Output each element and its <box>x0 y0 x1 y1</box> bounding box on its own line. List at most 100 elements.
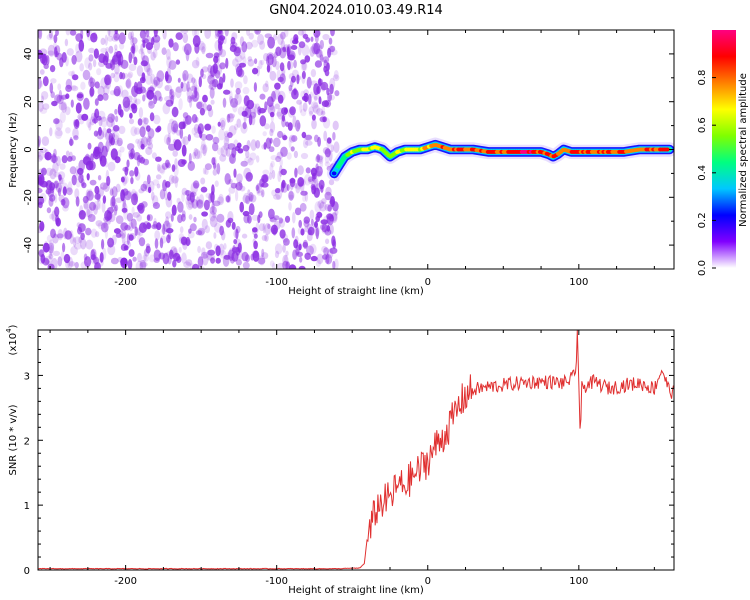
noise-blob <box>88 77 96 88</box>
noise-blob <box>140 183 148 192</box>
noise-blob <box>287 60 291 71</box>
noise-blob <box>115 197 123 203</box>
noise-blob <box>120 222 129 231</box>
noise-blob <box>180 236 188 246</box>
noise-blob <box>283 238 290 246</box>
noise-blob <box>111 36 120 42</box>
noise-blob <box>79 173 84 180</box>
noise-blob <box>274 82 281 90</box>
noise-blob <box>304 252 312 260</box>
noise-blob <box>49 65 56 73</box>
noise-blob <box>66 48 74 56</box>
noise-blob <box>56 94 64 105</box>
noise-blob <box>300 228 305 236</box>
noise-blob <box>279 62 285 72</box>
noise-blob <box>44 255 53 265</box>
noise-blob <box>316 153 320 163</box>
noise-blob <box>70 85 79 92</box>
noise-blob <box>197 227 206 236</box>
noise-blob <box>78 173 84 184</box>
noise-blob <box>201 218 208 230</box>
noise-blob <box>246 99 255 110</box>
noise-blob <box>97 94 104 102</box>
noise-blob <box>127 259 133 269</box>
noise-blob <box>233 139 239 149</box>
noise-blob <box>153 30 158 38</box>
noise-blob <box>252 250 260 262</box>
noise-blob <box>181 136 186 148</box>
noise-blob <box>98 126 102 136</box>
noise-blob <box>314 226 320 237</box>
noise-blob <box>199 42 207 53</box>
noise-blob <box>219 249 227 259</box>
noise-blob <box>213 232 217 239</box>
noise-blob <box>326 216 331 224</box>
noise-blob <box>69 137 73 147</box>
noise-blob <box>68 261 76 267</box>
spectrogram-signal-track <box>326 137 674 181</box>
noise-blob <box>306 233 313 242</box>
noise-blob <box>138 107 144 119</box>
noise-blob <box>75 33 83 42</box>
noise-blob <box>141 38 149 44</box>
noise-blob <box>93 112 97 125</box>
noise-blob <box>262 83 269 93</box>
noise-blob <box>284 30 289 38</box>
noise-blob <box>225 147 231 157</box>
noise-blob <box>199 107 205 116</box>
noise-blob <box>172 247 178 258</box>
noise-blob <box>99 155 107 167</box>
noise-blob <box>165 159 170 168</box>
noise-blob <box>155 174 162 180</box>
noise-blob <box>333 70 339 80</box>
noise-blob <box>128 118 135 125</box>
noise-blob <box>136 228 142 236</box>
noise-blob <box>205 52 214 59</box>
noise-blob <box>209 210 216 222</box>
noise-blob <box>64 230 72 240</box>
noise-blob <box>172 123 179 134</box>
noise-blob <box>325 238 330 245</box>
noise-blob <box>211 201 215 214</box>
noise-blob <box>180 82 188 92</box>
noise-blob <box>317 200 325 209</box>
noise-blob <box>201 211 209 217</box>
noise-blob <box>311 119 317 130</box>
noise-blob <box>247 59 255 67</box>
noise-blob <box>258 255 266 266</box>
noise-blob <box>110 114 116 121</box>
noise-blob <box>248 192 254 202</box>
noise-blob <box>186 73 194 84</box>
noise-blob <box>227 193 232 203</box>
noise-blob <box>110 137 115 146</box>
noise-blob <box>219 117 227 128</box>
noise-blob <box>88 54 94 62</box>
noise-blob <box>88 62 93 71</box>
noise-blob <box>313 42 321 55</box>
noise-blob <box>250 139 257 151</box>
noise-blob <box>299 256 303 263</box>
noise-blob <box>69 30 77 36</box>
noise-blob <box>327 92 332 102</box>
noise-blob <box>73 119 78 127</box>
noise-blob <box>154 230 161 241</box>
noise-blob <box>196 196 200 207</box>
noise-blob <box>214 180 219 187</box>
noise-blob <box>76 91 85 102</box>
noise-blob <box>282 135 288 141</box>
noise-blob <box>240 160 248 167</box>
noise-blob <box>242 261 250 269</box>
noise-blob <box>114 108 118 115</box>
noise-blob <box>229 96 234 104</box>
noise-blob <box>60 198 66 206</box>
noise-blob <box>58 174 62 181</box>
noise-blob <box>269 128 274 137</box>
noise-blob <box>261 235 268 241</box>
noise-blob <box>227 217 234 224</box>
noise-blob <box>39 107 48 114</box>
noise-blob <box>81 182 87 189</box>
noise-blob <box>89 86 95 97</box>
noise-blob <box>93 48 99 59</box>
noise-blob <box>170 94 174 105</box>
